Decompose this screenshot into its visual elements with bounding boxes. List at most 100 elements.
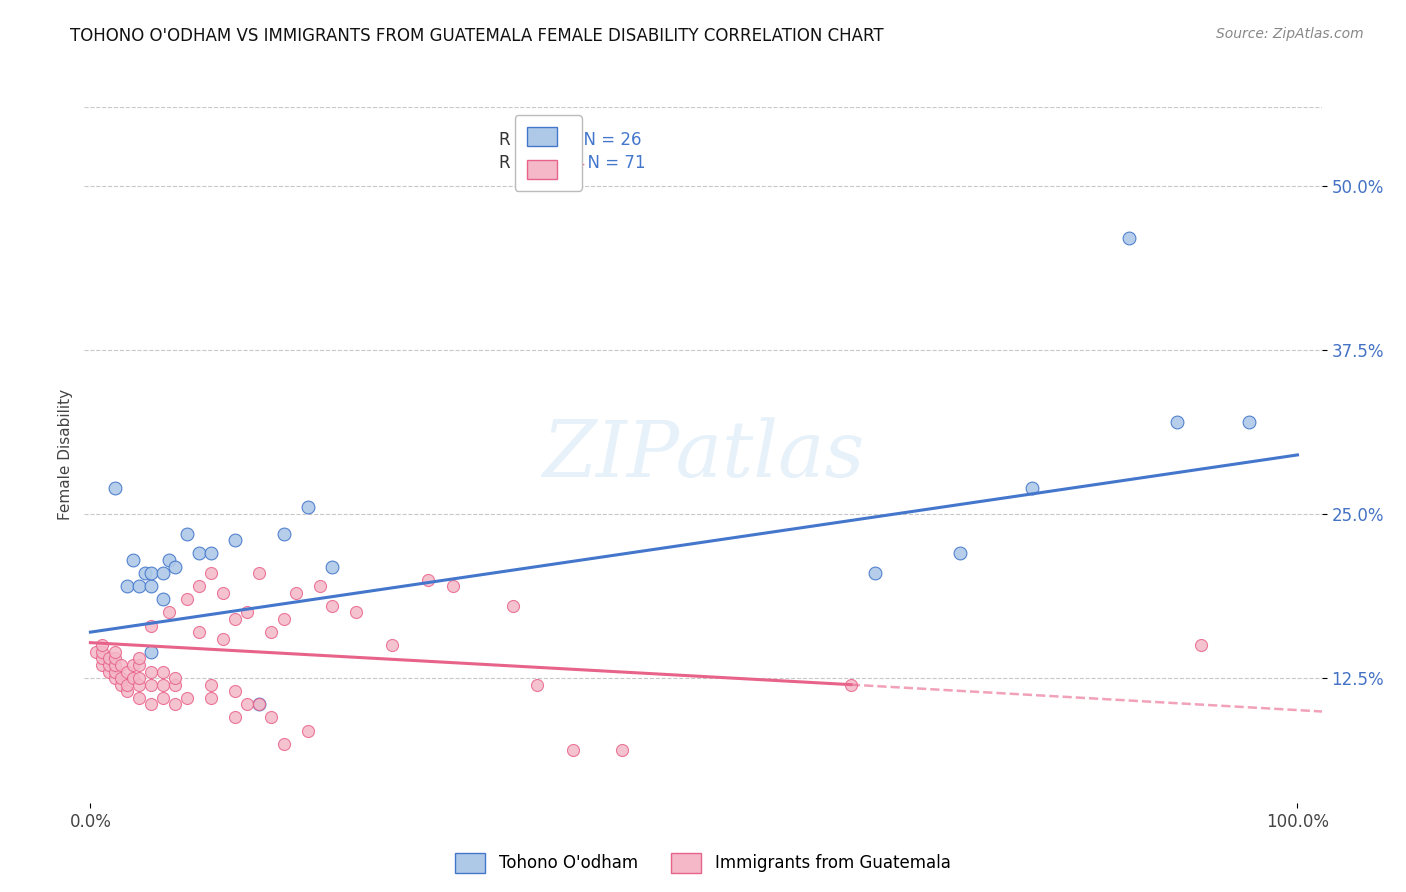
Point [321,559,343,574]
Point [91,651,114,665]
Point [247,566,270,580]
Point [110,657,132,672]
Point [152,592,174,607]
Text: N = 26: N = 26 [574,131,641,149]
Point [103,671,125,685]
Text: N = 71: N = 71 [576,154,645,172]
Text: ZIPatlas: ZIPatlas [541,417,865,493]
Point [176,690,198,705]
Point [139,665,162,679]
Point [115,665,138,679]
Point [200,678,222,692]
Point [224,684,246,698]
Text: Source: ZipAtlas.com: Source: ZipAtlas.com [1216,27,1364,41]
Point [97,651,120,665]
Point [110,671,132,685]
Point [128,671,150,685]
Point [344,606,367,620]
Point [157,606,180,620]
Point [115,579,138,593]
Point [139,618,162,632]
Text: -0.144: -0.144 [533,154,585,172]
Point [152,690,174,705]
Text: TOHONO O'ODHAM VS IMMIGRANTS FROM GUATEMALA FEMALE DISABILITY CORRELATION CHART: TOHONO O'ODHAM VS IMMIGRANTS FROM GUATEM… [70,27,884,45]
Point [97,657,120,672]
Point [260,625,283,640]
Point [863,566,886,580]
Point [212,586,235,600]
Point [103,645,125,659]
Point [152,566,174,580]
Point [562,743,585,757]
Point [418,573,440,587]
Point [441,579,464,593]
Text: R =: R = [499,154,534,172]
Point [212,632,235,646]
Point [273,526,295,541]
Point [134,566,156,580]
Point [103,665,125,679]
Point [139,579,162,593]
Point [273,737,295,751]
Legend: , : , [515,115,582,191]
Point [176,592,198,607]
Point [188,625,211,640]
Point [139,645,162,659]
Point [247,698,270,712]
Point [236,606,259,620]
Point [103,481,125,495]
Point [115,678,138,692]
Point [308,579,330,593]
Point [91,657,114,672]
Point [1237,415,1260,429]
Point [163,671,186,685]
Point [163,559,186,574]
Point [224,710,246,724]
Point [91,645,114,659]
Point [200,566,222,580]
Point [260,710,283,724]
Point [115,684,138,698]
Point [163,678,186,692]
Point [157,553,180,567]
Point [224,533,246,548]
Point [1118,231,1140,245]
Point [139,678,162,692]
Point [152,665,174,679]
Point [200,690,222,705]
Point [839,678,862,692]
Point [91,638,114,652]
Legend: Tohono O'odham, Immigrants from Guatemala: Tohono O'odham, Immigrants from Guatemal… [449,847,957,880]
Point [1166,415,1188,429]
Point [610,743,633,757]
Point [200,546,222,560]
Point [139,566,162,580]
Text: 0.565: 0.565 [536,131,583,149]
Point [381,638,404,652]
Point [110,678,132,692]
Point [121,657,143,672]
Point [103,651,125,665]
Point [321,599,343,613]
Point [526,678,548,692]
Y-axis label: Female Disability: Female Disability [58,389,73,521]
Point [224,612,246,626]
Point [176,526,198,541]
Point [128,651,150,665]
Point [284,586,307,600]
Point [86,645,108,659]
Point [1189,638,1212,652]
Point [152,678,174,692]
Point [948,546,970,560]
Point [247,698,270,712]
Point [297,723,319,738]
Point [236,698,259,712]
Point [128,657,150,672]
Point [121,553,143,567]
Point [502,599,524,613]
Point [128,678,150,692]
Point [297,500,319,515]
Point [273,612,295,626]
Point [121,671,143,685]
Point [97,665,120,679]
